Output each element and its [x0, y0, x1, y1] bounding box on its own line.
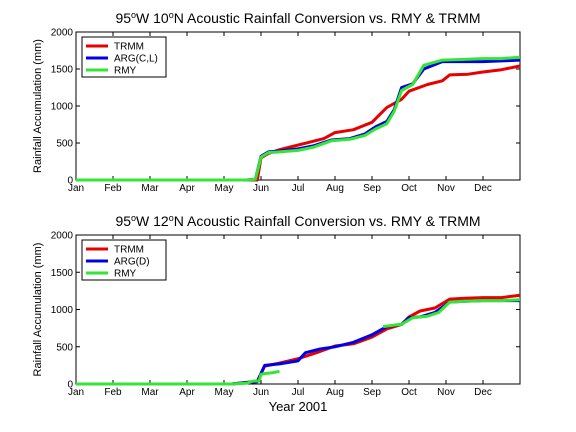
- series-line-rmy: [76, 55, 521, 182]
- x-tick-label: Jun: [253, 387, 269, 398]
- x-tick-label: Aug: [326, 387, 344, 398]
- series-line-trmm: [76, 64, 521, 182]
- x-tick-label: Jul: [292, 387, 305, 398]
- y-tick-label: 1000: [51, 102, 74, 113]
- x-tick-label: Jan: [68, 387, 84, 398]
- series-line-rmy: [76, 369, 280, 386]
- degree-mark: o: [131, 213, 136, 223]
- x-tick-label: Jul: [292, 183, 305, 194]
- degree-mark: o: [169, 10, 174, 20]
- x-tick-label: Dec: [474, 387, 492, 398]
- degree-mark: o: [131, 10, 136, 20]
- x-tick-label: Mar: [141, 183, 159, 194]
- legend-label: RMY: [114, 269, 137, 280]
- x-tick-label: Aug: [326, 183, 344, 194]
- chart-title: 95oW 12oN Acoustic Rainfall Conversion v…: [115, 213, 480, 229]
- y-tick-label: 500: [56, 342, 73, 353]
- y-tick-label: 500: [56, 139, 73, 150]
- series-line-arg-c-l-: [76, 58, 521, 182]
- y-tick-label: 2000: [51, 231, 74, 242]
- chart-1: 95oW 10oN Acoustic Rainfall Conversion v…: [32, 10, 521, 194]
- x-tick-label: Oct: [401, 387, 417, 398]
- x-tick-label: Apr: [179, 183, 195, 194]
- chart-2: 95oW 12oN Acoustic Rainfall Conversion v…: [32, 213, 521, 414]
- series-line-arg-d-: [76, 299, 520, 386]
- x-tick-label: Jan: [68, 183, 84, 194]
- y-tick-label: 0: [67, 176, 73, 187]
- y-tick-label: 1500: [51, 268, 74, 279]
- x-tick-label: Sep: [363, 387, 381, 398]
- legend-label: ARG(C,L): [114, 54, 158, 65]
- y-axis-label: Rainfall Accumulation (mm): [32, 39, 44, 173]
- legend-label: RMY: [114, 66, 137, 77]
- y-axis-label: Rainfall Accumulation (mm): [32, 243, 44, 377]
- x-tick-label: Feb: [104, 183, 122, 194]
- degree-mark: o: [169, 213, 174, 223]
- x-tick-label: May: [215, 387, 234, 398]
- y-tick-label: 0: [67, 380, 73, 391]
- legend-label: TRMM: [114, 245, 144, 256]
- x-tick-label: Dec: [474, 183, 492, 194]
- x-tick-label: Mar: [141, 387, 159, 398]
- x-tick-label: Feb: [104, 387, 122, 398]
- y-tick-label: 2000: [51, 28, 74, 39]
- legend-label: TRMM: [114, 42, 144, 53]
- x-tick-label: Jun: [253, 183, 269, 194]
- chart-title: 95oW 10oN Acoustic Rainfall Conversion v…: [115, 10, 480, 26]
- x-axis-label: Year 2001: [269, 399, 328, 414]
- series-line-rmy: [382, 298, 521, 329]
- y-tick-label: 1500: [51, 65, 74, 76]
- x-tick-label: Oct: [401, 183, 417, 194]
- x-tick-label: Apr: [179, 387, 195, 398]
- legend-label: ARG(D): [114, 257, 150, 268]
- x-tick-label: Nov: [437, 183, 455, 194]
- x-tick-label: May: [215, 183, 234, 194]
- y-tick-label: 1000: [51, 305, 74, 316]
- x-tick-label: Nov: [437, 387, 455, 398]
- series-line-trmm: [76, 293, 521, 386]
- x-tick-label: Sep: [363, 183, 381, 194]
